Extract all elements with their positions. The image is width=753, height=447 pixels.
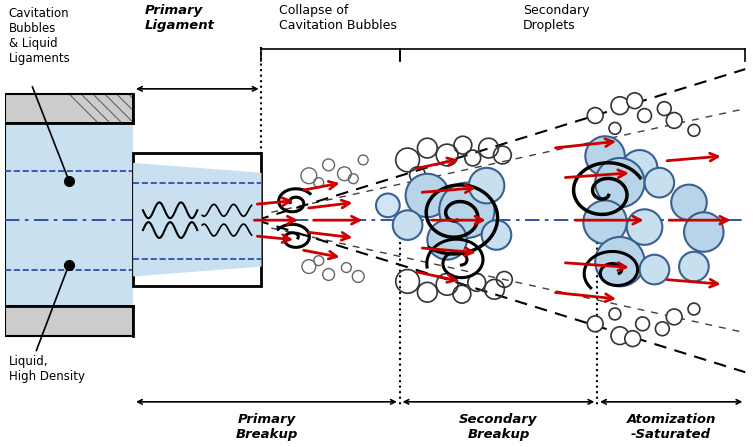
Polygon shape xyxy=(5,306,133,336)
Bar xyxy=(133,153,261,287)
Circle shape xyxy=(625,331,641,346)
Circle shape xyxy=(622,150,657,186)
Circle shape xyxy=(684,212,724,252)
Circle shape xyxy=(609,122,621,134)
Circle shape xyxy=(611,97,629,114)
Circle shape xyxy=(439,183,495,238)
Circle shape xyxy=(671,185,707,220)
Text: Primary
Ligament: Primary Ligament xyxy=(145,4,215,32)
Polygon shape xyxy=(133,163,261,276)
Polygon shape xyxy=(5,94,133,123)
Circle shape xyxy=(645,168,674,198)
Circle shape xyxy=(376,194,400,217)
Text: Cavitation
Bubbles
& Liquid
Ligaments: Cavitation Bubbles & Liquid Ligaments xyxy=(9,7,71,65)
Circle shape xyxy=(428,220,467,260)
Circle shape xyxy=(679,252,709,281)
Circle shape xyxy=(639,255,669,284)
Circle shape xyxy=(688,303,700,315)
Circle shape xyxy=(482,220,511,250)
Circle shape xyxy=(611,327,629,345)
Text: Atomization
-Saturated: Atomization -Saturated xyxy=(626,413,716,441)
Circle shape xyxy=(657,102,671,115)
Text: Secondary
Droplets: Secondary Droplets xyxy=(523,4,590,32)
Circle shape xyxy=(626,93,642,109)
Circle shape xyxy=(636,317,650,331)
Circle shape xyxy=(638,109,651,122)
Circle shape xyxy=(666,309,682,325)
Circle shape xyxy=(655,322,669,336)
Circle shape xyxy=(666,113,682,128)
Text: Primary
Breakup: Primary Breakup xyxy=(235,413,297,441)
Circle shape xyxy=(584,200,626,244)
Polygon shape xyxy=(5,123,133,306)
Circle shape xyxy=(469,168,505,203)
Circle shape xyxy=(595,237,645,287)
Circle shape xyxy=(587,316,603,332)
Circle shape xyxy=(585,136,625,176)
Text: Liquid,
High Density: Liquid, High Density xyxy=(9,355,85,384)
Circle shape xyxy=(393,210,422,240)
Circle shape xyxy=(626,209,663,245)
Circle shape xyxy=(688,124,700,136)
Text: Secondary
Breakup: Secondary Breakup xyxy=(459,413,538,441)
Circle shape xyxy=(406,174,449,217)
Circle shape xyxy=(587,108,603,123)
Circle shape xyxy=(595,158,645,207)
Text: Collapse of
Cavitation Bubbles: Collapse of Cavitation Bubbles xyxy=(279,4,397,32)
Circle shape xyxy=(609,308,621,320)
